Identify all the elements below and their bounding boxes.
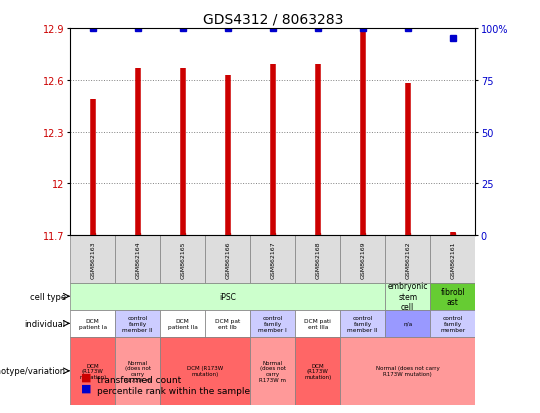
Bar xyxy=(430,283,475,310)
Bar xyxy=(385,310,430,337)
Bar xyxy=(115,310,160,337)
Bar xyxy=(250,236,295,283)
Text: genotype/variation: genotype/variation xyxy=(0,366,66,375)
Text: control
family
member II: control family member II xyxy=(123,315,153,332)
Bar xyxy=(340,337,475,405)
Bar xyxy=(160,310,205,337)
Text: fibrobl
ast: fibrobl ast xyxy=(440,287,465,306)
Text: cell type: cell type xyxy=(30,292,66,301)
Bar xyxy=(205,310,250,337)
Text: control
family
member I: control family member I xyxy=(258,315,287,332)
Bar xyxy=(295,310,340,337)
Text: transformed count: transformed count xyxy=(97,375,181,385)
Text: Normal (does not carry
R173W mutation): Normal (does not carry R173W mutation) xyxy=(376,366,440,376)
Bar xyxy=(115,337,160,405)
Bar xyxy=(70,236,115,283)
Bar xyxy=(115,236,160,283)
Text: Normal
(does not
carry
R173W m: Normal (does not carry R173W m xyxy=(259,360,286,382)
Bar xyxy=(295,236,340,283)
Text: ■: ■ xyxy=(81,372,91,382)
Text: GSM862161: GSM862161 xyxy=(450,241,455,278)
Title: GDS4312 / 8063283: GDS4312 / 8063283 xyxy=(202,12,343,26)
Text: GSM862163: GSM862163 xyxy=(90,240,95,278)
Bar xyxy=(250,337,295,405)
Text: DCM
(R173W
mutation): DCM (R173W mutation) xyxy=(79,363,106,379)
Text: Normal
(does not
carry
R173W m: Normal (does not carry R173W m xyxy=(124,360,151,382)
Bar xyxy=(430,310,475,337)
Bar xyxy=(340,236,385,283)
Text: DCM pati
ent IIIa: DCM pati ent IIIa xyxy=(304,318,331,329)
Text: n/a: n/a xyxy=(403,321,413,326)
Text: embryonic
stem
cell: embryonic stem cell xyxy=(388,282,428,311)
Text: GSM862168: GSM862168 xyxy=(315,241,320,278)
Text: DCM (R173W
mutation): DCM (R173W mutation) xyxy=(187,366,224,376)
Bar xyxy=(385,236,430,283)
Text: GSM862169: GSM862169 xyxy=(360,240,365,278)
Text: DCM
(R173W
mutation): DCM (R173W mutation) xyxy=(304,363,332,379)
Bar xyxy=(160,236,205,283)
Text: ■: ■ xyxy=(81,382,91,392)
Bar xyxy=(205,236,250,283)
Text: DCM
patient IIa: DCM patient IIa xyxy=(168,318,198,329)
Bar xyxy=(70,310,115,337)
Text: DCM pat
ent IIb: DCM pat ent IIb xyxy=(215,318,240,329)
Text: GSM862165: GSM862165 xyxy=(180,241,185,278)
Bar xyxy=(70,337,115,405)
Text: GSM862164: GSM862164 xyxy=(135,240,140,278)
Bar xyxy=(70,283,385,310)
Bar xyxy=(295,337,340,405)
Text: control
family
member: control family member xyxy=(440,315,465,332)
Text: iPSC: iPSC xyxy=(219,292,236,301)
Bar xyxy=(385,283,430,310)
Bar xyxy=(250,310,295,337)
Bar xyxy=(340,310,385,337)
Bar xyxy=(160,337,250,405)
Text: GSM862166: GSM862166 xyxy=(225,241,230,278)
Text: individual: individual xyxy=(25,319,66,328)
Text: percentile rank within the sample: percentile rank within the sample xyxy=(97,386,251,395)
Bar xyxy=(430,236,475,283)
Text: DCM
patient Ia: DCM patient Ia xyxy=(79,318,107,329)
Text: control
family
member II: control family member II xyxy=(347,315,378,332)
Text: GSM862162: GSM862162 xyxy=(405,240,410,278)
Text: GSM862167: GSM862167 xyxy=(270,240,275,278)
